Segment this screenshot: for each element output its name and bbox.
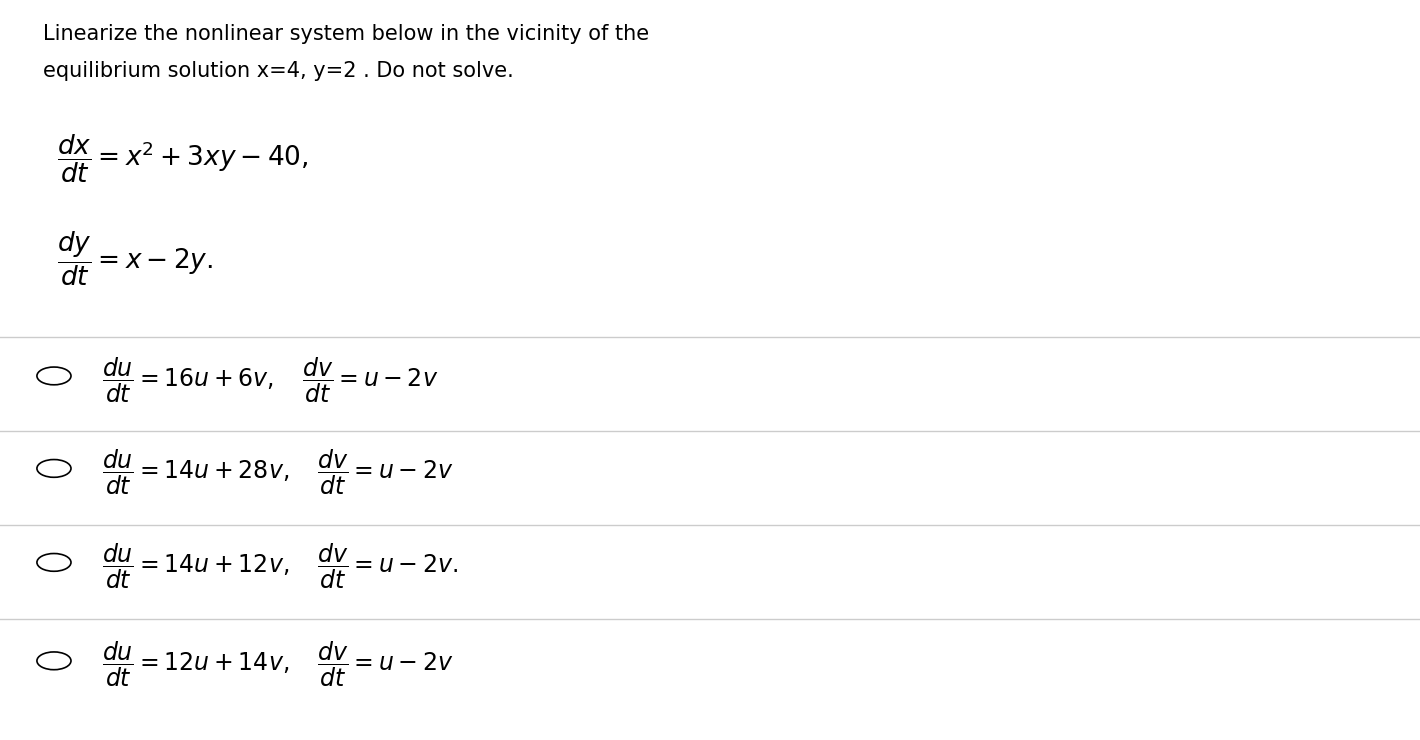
Text: $\dfrac{du}{dt} = 12u + 14v,\quad \dfrac{dv}{dt} = u - 2v$: $\dfrac{du}{dt} = 12u + 14v,\quad \dfrac… bbox=[102, 640, 453, 690]
Text: $\dfrac{du}{dt} = 16u + 6v,\quad \dfrac{dv}{dt} = u - 2v$: $\dfrac{du}{dt} = 16u + 6v,\quad \dfrac{… bbox=[102, 355, 439, 405]
Text: $\dfrac{dy}{dt} = x - 2y.$: $\dfrac{dy}{dt} = x - 2y.$ bbox=[57, 229, 213, 288]
Text: $\dfrac{dx}{dt} = x^2 + 3xy - 40,$: $\dfrac{dx}{dt} = x^2 + 3xy - 40,$ bbox=[57, 133, 308, 186]
Text: $\dfrac{du}{dt} = 14u + 28v,\quad \dfrac{dv}{dt} = u - 2v$: $\dfrac{du}{dt} = 14u + 28v,\quad \dfrac… bbox=[102, 448, 453, 497]
Text: $\dfrac{du}{dt} = 14u + 12v,\quad \dfrac{dv}{dt} = u - 2v.$: $\dfrac{du}{dt} = 14u + 12v,\quad \dfrac… bbox=[102, 542, 459, 591]
Text: equilibrium solution x=4, y=2 . Do not solve.: equilibrium solution x=4, y=2 . Do not s… bbox=[43, 61, 514, 81]
Text: Linearize the nonlinear system below in the vicinity of the: Linearize the nonlinear system below in … bbox=[43, 24, 649, 44]
